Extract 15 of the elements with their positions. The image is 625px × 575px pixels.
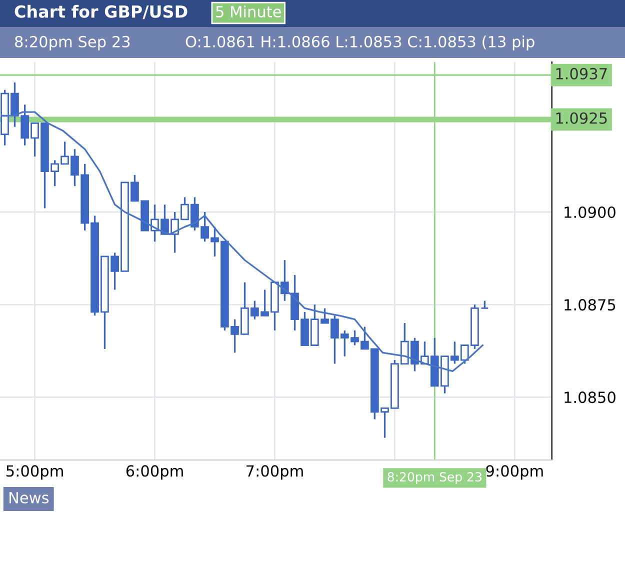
x-tick-label: 6:00pm xyxy=(126,465,183,480)
chart-subtitle: 5 Minute xyxy=(216,6,281,18)
ref-line-label: 1.0937 xyxy=(556,68,607,80)
y-tick-label: 1.0850 xyxy=(564,392,616,404)
x-tick-label: 7:00pm xyxy=(246,465,303,480)
x-tick-label: 5:00pm xyxy=(6,465,63,480)
y-tick-label: 1.0900 xyxy=(564,206,616,218)
y-tick-label: 1.0875 xyxy=(564,299,616,311)
chart-title: Chart for GBP/USD xyxy=(14,4,188,20)
text: O:1.0861 H:1.0866 L:1.0853 C:1.0853 (13 pip xyxy=(186,36,534,50)
x-tick-label: 9:00pm xyxy=(486,465,543,480)
text: 8:20pm Sep 23 xyxy=(15,36,130,50)
ref-line-label: 1.0925 xyxy=(556,112,607,124)
text: News xyxy=(10,492,49,504)
ref-line-label: 8:20pm Sep 23 xyxy=(388,472,482,484)
